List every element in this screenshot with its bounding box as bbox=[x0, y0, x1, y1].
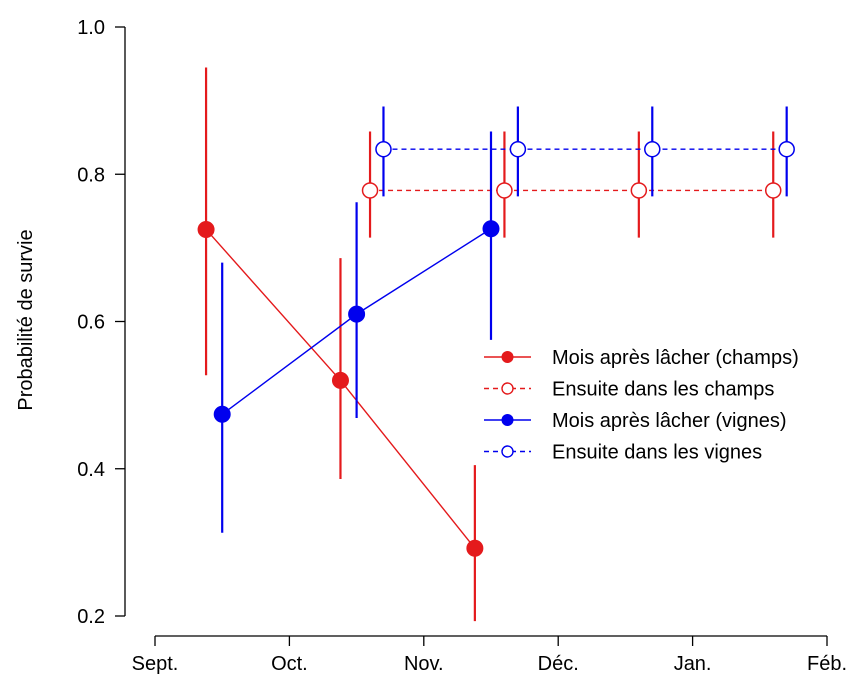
y-tick-label: 0.8 bbox=[77, 164, 105, 186]
data-point bbox=[375, 140, 392, 158]
y-axis-title: Probabilité de survie bbox=[15, 229, 37, 410]
y-axis: 0.2 0.4 0.6 0.8 1.0 bbox=[77, 17, 126, 628]
data-point bbox=[482, 220, 500, 238]
legend-item: Mois après lâcher (champs) bbox=[484, 347, 799, 369]
y-tick-label: 1.0 bbox=[77, 17, 105, 39]
y-tick-label: 0.2 bbox=[77, 606, 105, 628]
legend-label: Mois après lâcher (vignes) bbox=[552, 410, 787, 432]
x-tick-label: Nov. bbox=[404, 653, 444, 675]
data-point bbox=[509, 140, 527, 158]
x-tick-label: Oct. bbox=[271, 653, 308, 675]
legend-item: Ensuite dans les champs bbox=[484, 379, 774, 401]
data-point bbox=[644, 140, 661, 158]
legend-item: Ensuite dans les vignes bbox=[484, 442, 762, 464]
data-point bbox=[466, 539, 484, 557]
legend-label: Ensuite dans les vignes bbox=[552, 442, 762, 464]
y-tick-label: 0.4 bbox=[77, 459, 105, 481]
series-2 bbox=[213, 131, 500, 533]
series-1 bbox=[361, 131, 782, 238]
legend-marker bbox=[501, 445, 514, 458]
x-tick-label: Féb. bbox=[807, 653, 847, 675]
series-layer bbox=[197, 67, 795, 622]
legend-label: Ensuite dans les champs bbox=[552, 379, 774, 401]
y-tick-label: 0.6 bbox=[77, 312, 105, 334]
legend: Mois après lâcher (champs) Ensuite dans l… bbox=[484, 347, 799, 464]
series-3 bbox=[375, 106, 795, 197]
data-point bbox=[764, 182, 782, 199]
data-point bbox=[213, 405, 231, 423]
data-point bbox=[778, 140, 795, 158]
legend-marker bbox=[501, 382, 514, 395]
series-0 bbox=[197, 67, 484, 622]
x-axis: Sept. Oct. Nov. Déc. Jan. Féb. bbox=[132, 635, 847, 675]
legend-label: Mois après lâcher (champs) bbox=[552, 347, 799, 369]
legend-item: Mois après lâcher (vignes) bbox=[484, 410, 787, 432]
legend-marker bbox=[501, 351, 514, 363]
data-point bbox=[361, 182, 379, 199]
data-point bbox=[348, 305, 366, 323]
x-tick-label: Sept. bbox=[132, 653, 179, 675]
legend-marker bbox=[501, 414, 514, 426]
data-point bbox=[331, 371, 349, 389]
x-tick-label: Jan. bbox=[674, 653, 712, 675]
data-point bbox=[630, 182, 648, 199]
x-tick-label: Déc. bbox=[538, 653, 579, 675]
data-point bbox=[197, 220, 215, 238]
data-point bbox=[496, 182, 513, 199]
